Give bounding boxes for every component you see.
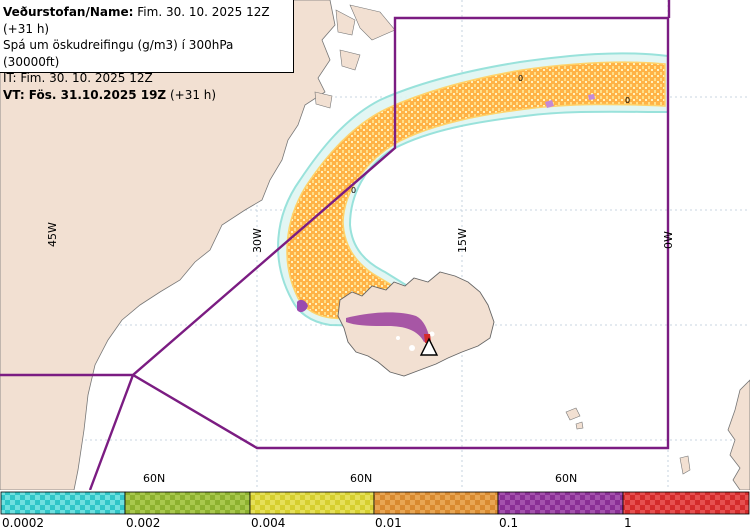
concentration-legend — [0, 491, 750, 515]
legend-swatch-2 — [249, 491, 375, 515]
legend-swatch-5 — [622, 491, 750, 515]
legend-label-4: 0.1 — [499, 516, 519, 530]
ash-over-iceland — [346, 312, 430, 342]
meridian-label-30w: 30W — [251, 228, 264, 253]
legend-label-2: 0.004 — [251, 516, 286, 530]
parallel-label: 60N — [350, 472, 372, 485]
greenland-land — [0, 0, 336, 490]
info-line-4: VT: Fös. 31.10.2025 19Z (+31 h) — [3, 87, 293, 104]
legend-label-5: 1 — [624, 516, 632, 530]
forecast-info-box: Veðurstofan/Name: Fim. 30. 10. 2025 12Z … — [0, 0, 294, 102]
legend-swatch-4 — [497, 491, 624, 515]
info-line-2: Spá um öskudreifingu (g/m3) í 300hPa (30… — [3, 38, 234, 69]
contour-label: 0 — [625, 96, 630, 105]
shetland-land — [679, 455, 691, 475]
ash-plume-high-west — [297, 299, 308, 313]
legend-swatch-1 — [124, 491, 251, 515]
parallel-label: 60N — [555, 472, 577, 485]
fir-boundary — [0, 0, 671, 490]
legend-label-0: 0.0002 — [2, 516, 44, 530]
volcano-icon — [419, 337, 439, 356]
issuer-label: Veðurstofan/Name: — [3, 5, 134, 19]
legend-swatch-3 — [373, 491, 499, 515]
contour-label: 0 — [518, 74, 523, 83]
meridian-label-0w: 0W — [662, 231, 675, 249]
small-islands — [565, 407, 584, 430]
iceland-lakes — [396, 331, 435, 351]
valid-time: VT: Fös. 31.10.2025 19Z — [3, 87, 167, 102]
parallel-label: 60N — [143, 472, 165, 485]
info-line-3: IT: Fim. 30. 10. 2025 12Z — [3, 71, 153, 85]
scandinavia-land — [727, 379, 750, 490]
ash-dispersion-map: 0 0 0 45W 30W 15W 0W 60N 60N 60N — [0, 0, 750, 490]
meridian-label-15w: 15W — [456, 228, 469, 253]
contour-label: 0 — [351, 186, 356, 195]
legend-swatch-0 — [0, 491, 126, 515]
ash-plume-east-marks — [545, 94, 595, 108]
legend-label-1: 0.002 — [126, 516, 161, 530]
legend-label-3: 0.01 — [375, 516, 402, 530]
greenland-coast-islands — [314, 4, 396, 109]
meridian-label-45w: 45W — [46, 222, 59, 247]
issue-time: Fim. 30. 10. 2025 12Z (+31 h) — [3, 5, 270, 36]
valid-offset: (+31 h) — [169, 87, 217, 102]
info-line-1: Veðurstofan/Name: Fim. 30. 10. 2025 12Z … — [3, 4, 293, 37]
